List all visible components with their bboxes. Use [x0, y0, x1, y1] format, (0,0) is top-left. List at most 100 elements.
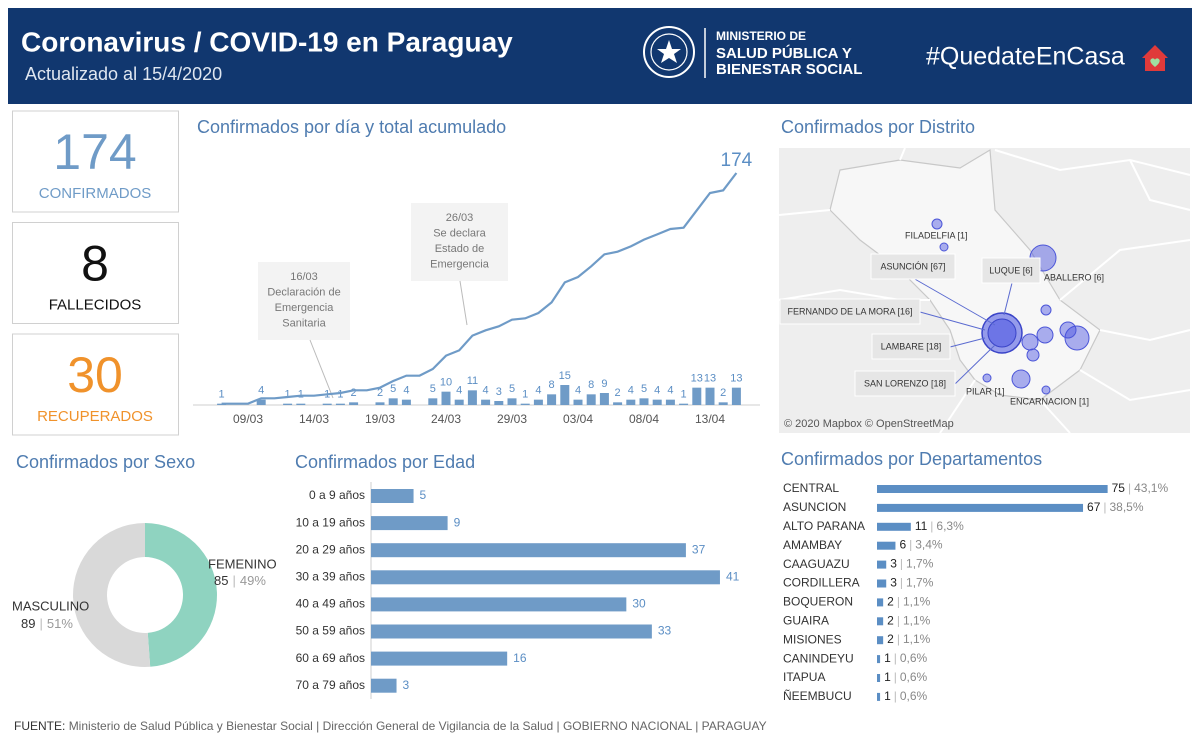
annotation-pointer	[309, 339, 334, 399]
data-label: 1	[337, 389, 343, 401]
x-tick-label: 29/03	[497, 412, 527, 426]
data-label: 1	[522, 389, 528, 401]
bar	[349, 402, 359, 405]
data-label: 3 | 1,7%	[890, 557, 933, 571]
bar	[296, 403, 306, 405]
bar	[692, 387, 702, 405]
y-tick-label: 40 a 49 años	[296, 597, 365, 611]
annotation-text: Estado de	[435, 243, 485, 255]
kpi-box	[12, 110, 179, 213]
data-label: 8	[549, 379, 555, 391]
y-tick-label: ÑEEMBUCU	[783, 689, 852, 703]
bar	[494, 401, 504, 405]
bar	[256, 399, 266, 405]
data-label: 4	[403, 385, 409, 397]
slice-percent: 49%	[240, 573, 266, 588]
bar	[454, 399, 464, 405]
bar	[877, 560, 887, 569]
bar	[665, 399, 675, 405]
map-label: ASUNCIÓN [67]	[880, 261, 945, 271]
value: 3	[890, 576, 897, 590]
map-label: FERNANDO DE LA MORA [16]	[787, 306, 912, 316]
bar	[371, 489, 414, 503]
bar	[877, 541, 896, 550]
data-label: 5	[509, 383, 515, 395]
value: 3	[890, 557, 897, 571]
bar	[877, 692, 881, 701]
bar	[639, 398, 649, 405]
bar	[877, 522, 911, 531]
data-label: 1	[681, 389, 687, 401]
bar	[877, 674, 881, 682]
data-label: 15	[559, 370, 571, 382]
bar	[877, 485, 1108, 493]
data-label: 41	[726, 569, 740, 583]
data-label: 67 | 38,5%	[1087, 500, 1144, 514]
y-tick-label: 10 a 19 años	[296, 515, 365, 529]
value: 6	[899, 538, 906, 552]
map-label: ENCARNACION [1]	[1010, 396, 1089, 406]
data-label: 1 | 0,6%	[884, 670, 927, 684]
kpi-value: 30	[67, 347, 123, 403]
bar	[371, 516, 448, 531]
ministry-line: BIENESTAR SOCIAL	[716, 61, 862, 78]
chart-title: Confirmados por día y total acumulado	[197, 117, 506, 137]
y-tick-label: 70 a 79 años	[296, 678, 365, 692]
bar	[877, 579, 887, 588]
map-label-box	[870, 253, 956, 280]
data-label: 2 | 1,1%	[887, 613, 930, 627]
y-tick-label: CANINDEYU	[783, 651, 854, 665]
y-tick-label: BOQUERON	[783, 595, 853, 609]
annotation-text: 16/03	[290, 271, 318, 283]
donut-slice	[145, 523, 217, 667]
data-label: 2	[615, 387, 621, 399]
bar	[586, 394, 596, 405]
header-title: Coronavirus / COVID-19 en Paraguay	[21, 26, 513, 57]
seal	[643, 26, 695, 78]
bar	[573, 399, 583, 405]
map-label-box	[854, 370, 956, 397]
separator: |	[900, 576, 903, 590]
map-label: LUQUE [6]	[989, 265, 1033, 275]
data-label: 1	[285, 389, 291, 401]
x-tick-label: 08/04	[629, 412, 659, 426]
data-label: 8	[588, 379, 594, 391]
separator: |	[894, 689, 897, 703]
chart-title: Confirmados por Edad	[295, 452, 475, 472]
bar	[560, 385, 570, 405]
bar	[652, 399, 662, 405]
bar	[371, 597, 627, 612]
bar	[613, 402, 623, 405]
data-label: 13	[704, 373, 716, 385]
data-label: 2	[377, 387, 383, 399]
y-tick-label: CENTRAL	[783, 481, 839, 495]
chart-title: Confirmados por Sexo	[16, 452, 195, 472]
kpi-label: RECUPERADOS	[37, 408, 153, 425]
percent: 38,5%	[1110, 500, 1144, 514]
data-label: 30	[632, 597, 646, 611]
y-tick-label: MISIONES	[783, 632, 842, 646]
x-tick-label: 03/04	[563, 412, 593, 426]
data-label: 2	[720, 387, 726, 399]
chart-title: Confirmados por Departamentos	[781, 449, 1042, 469]
bar	[441, 391, 451, 405]
bar	[877, 598, 884, 607]
bar	[731, 387, 741, 405]
value: 2	[887, 595, 894, 609]
data-label: 6 | 3,4%	[899, 538, 942, 552]
bar	[401, 399, 411, 405]
data-label: 3	[496, 386, 502, 398]
bar	[877, 655, 881, 664]
bar	[467, 390, 477, 405]
x-tick-label: 24/03	[431, 412, 461, 426]
y-tick-label: CAAGUAZU	[783, 557, 850, 571]
separator: |	[897, 613, 900, 627]
data-label: 174	[721, 150, 753, 171]
annotation-text: Emergencia	[275, 302, 335, 314]
separator: |	[909, 538, 912, 552]
bar	[599, 393, 609, 405]
map-label-box	[981, 257, 1041, 284]
footer: FUENTE: Ministerio de Salud Pública y Bi…	[14, 719, 767, 733]
separator: |	[39, 616, 42, 631]
